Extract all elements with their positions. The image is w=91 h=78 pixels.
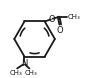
Text: O: O [57,26,64,35]
Text: N: N [21,59,27,68]
Text: CH₃: CH₃ [68,14,80,20]
Text: CH₃: CH₃ [24,70,37,76]
Text: O: O [48,15,55,24]
Text: CH₃: CH₃ [10,70,23,76]
